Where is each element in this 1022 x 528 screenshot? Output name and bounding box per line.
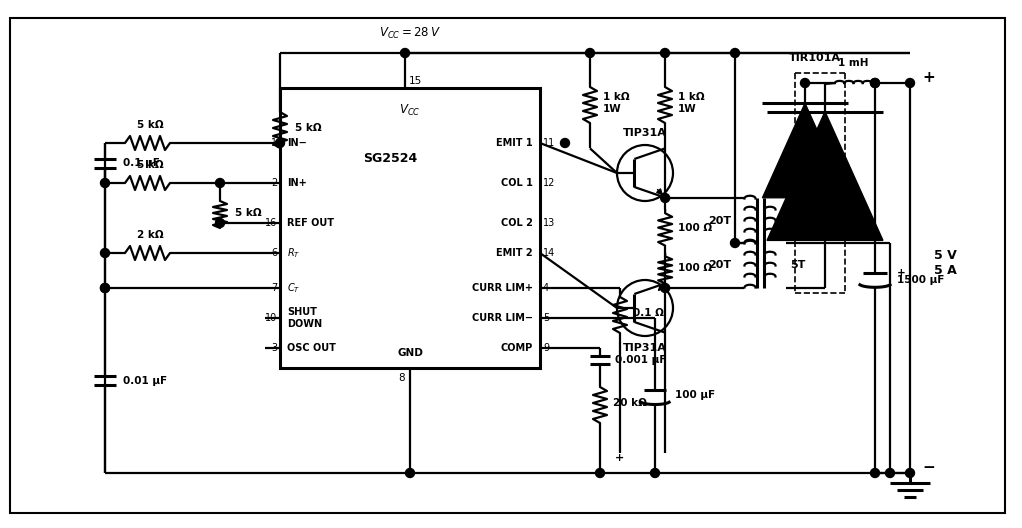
Text: −: −	[922, 460, 935, 476]
Circle shape	[905, 468, 915, 477]
Text: 5 kΩ: 5 kΩ	[137, 160, 164, 170]
Circle shape	[596, 468, 604, 477]
Text: 5T: 5T	[790, 260, 805, 270]
Text: +: +	[897, 268, 910, 278]
Circle shape	[871, 468, 880, 477]
Text: COL 2: COL 2	[501, 218, 533, 228]
Text: REF OUT: REF OUT	[287, 218, 334, 228]
Text: TIP31A: TIP31A	[623, 128, 667, 138]
Text: 7: 7	[271, 283, 277, 293]
Text: 1 mH: 1 mH	[838, 58, 869, 68]
Text: IN−: IN−	[287, 138, 307, 148]
Circle shape	[100, 178, 109, 187]
Text: SHUT
DOWN: SHUT DOWN	[287, 307, 322, 329]
Circle shape	[650, 468, 659, 477]
Text: 1500 µF: 1500 µF	[897, 275, 944, 285]
Circle shape	[406, 468, 415, 477]
Text: +: +	[922, 71, 935, 86]
Circle shape	[660, 49, 669, 58]
Circle shape	[560, 138, 569, 147]
Circle shape	[731, 49, 740, 58]
Text: GND: GND	[398, 348, 423, 358]
Text: CURR LIM+: CURR LIM+	[472, 283, 533, 293]
Text: 20 kΩ: 20 kΩ	[613, 398, 647, 408]
Text: 1 kΩ
1W: 1 kΩ 1W	[603, 92, 630, 114]
Text: 15: 15	[409, 76, 422, 86]
Text: 9: 9	[543, 343, 549, 353]
Text: 0.001 µF: 0.001 µF	[615, 355, 666, 365]
Circle shape	[401, 49, 410, 58]
Text: 5 kΩ: 5 kΩ	[235, 208, 262, 218]
Text: 5 kΩ: 5 kΩ	[295, 123, 322, 133]
Text: 0.1 µF: 0.1 µF	[123, 158, 159, 168]
Text: 0.01 µF: 0.01 µF	[123, 375, 168, 385]
Text: $C_T$: $C_T$	[287, 281, 300, 295]
Text: 5: 5	[543, 313, 549, 323]
Circle shape	[871, 79, 880, 88]
Text: 3: 3	[271, 343, 277, 353]
Text: TIR101A: TIR101A	[789, 53, 841, 63]
Text: 11: 11	[543, 138, 555, 148]
Text: 100 Ω: 100 Ω	[679, 223, 712, 233]
Text: 10: 10	[265, 313, 277, 323]
Text: 2: 2	[271, 178, 277, 188]
Text: 5T: 5T	[790, 215, 805, 225]
Text: 5 V
5 A: 5 V 5 A	[934, 249, 957, 277]
Text: 100 µF: 100 µF	[675, 391, 715, 401]
Text: 13: 13	[543, 218, 555, 228]
Circle shape	[905, 79, 915, 88]
Text: +: +	[615, 453, 624, 463]
Text: 1: 1	[271, 138, 277, 148]
Text: 20T: 20T	[708, 215, 732, 225]
Text: COL 1: COL 1	[501, 178, 533, 188]
Text: 2 kΩ: 2 kΩ	[137, 230, 164, 240]
Text: COMP: COMP	[501, 343, 533, 353]
Circle shape	[731, 239, 740, 248]
Polygon shape	[768, 111, 883, 240]
Text: 8: 8	[399, 373, 405, 383]
Circle shape	[276, 138, 284, 147]
Polygon shape	[762, 103, 847, 198]
Text: $V_{CC} = 28\,V$: $V_{CC} = 28\,V$	[379, 26, 440, 41]
Circle shape	[800, 79, 809, 88]
Circle shape	[216, 219, 225, 228]
Text: 12: 12	[543, 178, 555, 188]
Circle shape	[871, 79, 880, 88]
Circle shape	[100, 284, 109, 293]
Text: EMIT 1: EMIT 1	[497, 138, 533, 148]
Text: 1 kΩ
1W: 1 kΩ 1W	[678, 92, 704, 114]
Circle shape	[100, 284, 109, 293]
Text: 20T: 20T	[708, 260, 732, 270]
Circle shape	[216, 178, 225, 187]
Text: IN+: IN+	[287, 178, 307, 188]
Circle shape	[586, 49, 595, 58]
Text: 0.1 Ω: 0.1 Ω	[633, 308, 664, 318]
Text: SG2524: SG2524	[363, 152, 417, 165]
Text: EMIT 2: EMIT 2	[497, 248, 533, 258]
Text: 5 kΩ: 5 kΩ	[137, 120, 164, 130]
Text: TIP31A: TIP31A	[623, 343, 667, 353]
Text: 4: 4	[543, 283, 549, 293]
Bar	[280, 88, 540, 368]
Circle shape	[660, 284, 669, 293]
Text: 14: 14	[543, 248, 555, 258]
Text: $V_{CC}$: $V_{CC}$	[400, 102, 421, 118]
Circle shape	[100, 249, 109, 258]
Text: 6: 6	[271, 248, 277, 258]
Circle shape	[885, 468, 894, 477]
Text: $R_T$: $R_T$	[287, 246, 300, 260]
Circle shape	[660, 193, 669, 203]
Text: CURR LIM−: CURR LIM−	[472, 313, 533, 323]
Text: OSC OUT: OSC OUT	[287, 343, 336, 353]
Text: 100 Ω: 100 Ω	[679, 263, 712, 274]
Text: 16: 16	[265, 218, 277, 228]
